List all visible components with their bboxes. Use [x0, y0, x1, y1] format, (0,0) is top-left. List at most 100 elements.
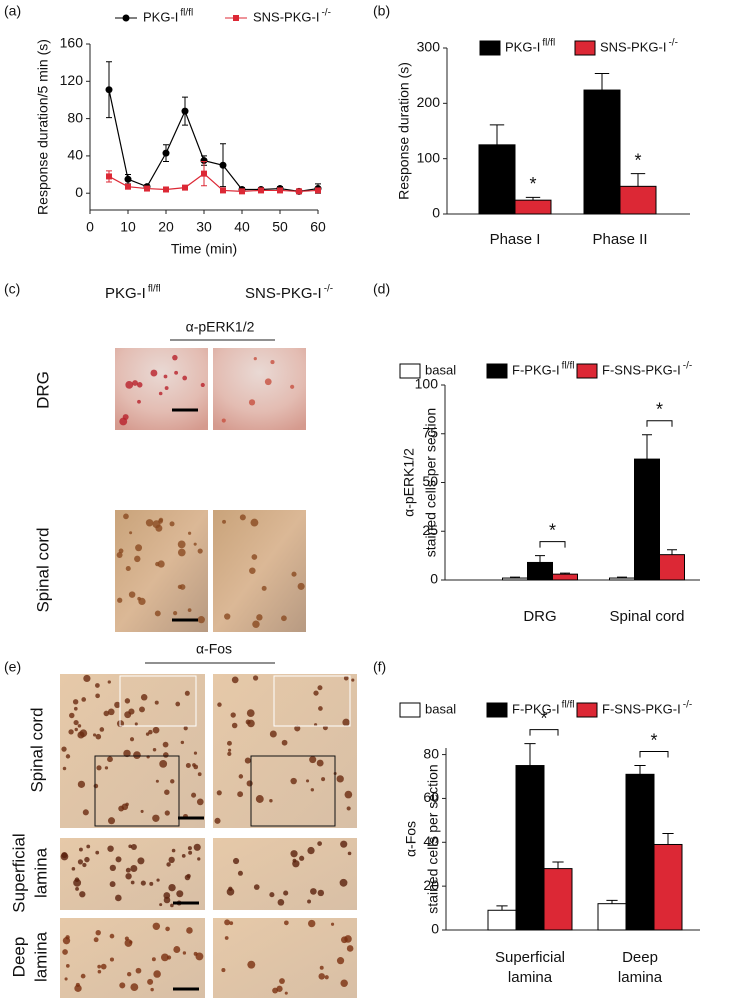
- cell-dot: [342, 718, 350, 727]
- cell-dot: [237, 870, 243, 876]
- cell-dot: [261, 585, 267, 591]
- cell-dot: [269, 892, 275, 898]
- cell-dot: [183, 726, 188, 731]
- cell-dot: [124, 936, 129, 941]
- x-tick-label: 60: [310, 219, 326, 235]
- cell-dot: [107, 680, 111, 684]
- cell-dot: [93, 937, 99, 943]
- label: PKG-I: [143, 9, 178, 24]
- cell-dot: [344, 790, 353, 799]
- y-tick-label: 40: [423, 833, 439, 849]
- inset-box: [250, 755, 336, 827]
- panel-label: (d): [373, 281, 390, 297]
- cell-dot: [238, 774, 244, 779]
- cell-dot: [313, 690, 319, 696]
- row-label: lamina: [31, 847, 50, 898]
- cell-dot: [277, 899, 285, 906]
- inset-box: [119, 675, 197, 727]
- cell-dot: [74, 984, 82, 993]
- bar: [659, 554, 685, 581]
- cell-dot: [299, 855, 305, 861]
- cell-dot: [140, 693, 148, 701]
- y-axis-label: α-pERK1/2: [401, 448, 417, 517]
- cell-dot: [153, 970, 161, 978]
- label: PKG-I: [105, 285, 146, 302]
- cell-dot: [132, 380, 138, 386]
- label: F-PKG-I: [512, 362, 560, 377]
- cell-dot: [171, 848, 176, 853]
- cell-dot: [196, 798, 204, 806]
- cell-dot: [117, 597, 123, 603]
- point: [182, 184, 188, 191]
- cell-dot: [168, 883, 176, 892]
- cell-dot: [316, 759, 324, 767]
- cell-dot: [138, 597, 146, 606]
- cell-dot: [182, 951, 187, 955]
- point: [315, 187, 321, 194]
- cell-dot: [197, 857, 201, 861]
- cell-dot: [124, 698, 131, 704]
- y-axis-label: α-Fos: [403, 821, 419, 857]
- point: [220, 187, 226, 194]
- bar: [552, 573, 578, 581]
- cell-dot: [130, 880, 135, 885]
- cell-dot: [136, 382, 143, 388]
- legend-swatch: [486, 363, 508, 379]
- y-tick-label: 300: [417, 39, 441, 55]
- cell-dot: [86, 844, 91, 849]
- cell-dot: [124, 711, 132, 719]
- label-superscript: fl/fl: [180, 8, 193, 19]
- significance-bracket: [646, 420, 673, 427]
- cell-dot: [107, 817, 116, 825]
- cell-dot: [228, 748, 232, 752]
- significance-bracket: [529, 729, 559, 736]
- cell-dot: [128, 591, 136, 598]
- cell-dot: [164, 789, 170, 795]
- cell-dot: [125, 380, 134, 389]
- bar: [527, 561, 553, 581]
- x-axis-label: Time (min): [171, 241, 237, 257]
- cell-dot: [95, 930, 101, 936]
- cell-dot: [107, 845, 114, 852]
- cell-dot: [343, 675, 349, 681]
- cell-dot: [318, 973, 325, 980]
- y-tick-label: 25: [422, 522, 438, 538]
- cell-dot: [224, 613, 231, 620]
- bar: [514, 199, 552, 215]
- error-bar: [524, 743, 536, 766]
- label: basal: [425, 362, 456, 377]
- cell-dot: [187, 608, 192, 612]
- bar: [609, 577, 635, 581]
- cell-dot: [165, 926, 170, 932]
- cell-dot: [270, 360, 275, 365]
- cell-dot: [226, 740, 232, 746]
- cell-dot: [307, 846, 315, 855]
- cell-dot: [231, 722, 238, 729]
- legend-marker: [233, 15, 239, 21]
- error-bar: [489, 124, 505, 145]
- fos-image: [213, 674, 357, 828]
- cell-dot: [116, 552, 123, 558]
- significance-bracket: [539, 541, 566, 548]
- cell-dot: [162, 741, 169, 748]
- cell-dot: [74, 727, 78, 732]
- cell-dot: [184, 874, 191, 881]
- cell-dot: [77, 859, 84, 865]
- cell-dot: [351, 678, 355, 682]
- cell-dot: [135, 544, 143, 552]
- cell-dot: [62, 949, 68, 955]
- point: [125, 183, 131, 190]
- y-axis-label: Response duration (s): [396, 62, 412, 200]
- cell-dot: [292, 858, 297, 863]
- cell-dot: [79, 729, 88, 737]
- cell-dot: [281, 615, 287, 622]
- bar: [634, 458, 660, 581]
- cell-dot: [169, 521, 175, 527]
- y-axis-label: stained cells per section: [423, 408, 439, 557]
- cell-dot: [158, 391, 163, 396]
- image-overlays: [94, 339, 351, 991]
- cell-dot: [139, 706, 145, 713]
- cell-dot: [297, 582, 305, 590]
- cell-dot: [164, 386, 169, 390]
